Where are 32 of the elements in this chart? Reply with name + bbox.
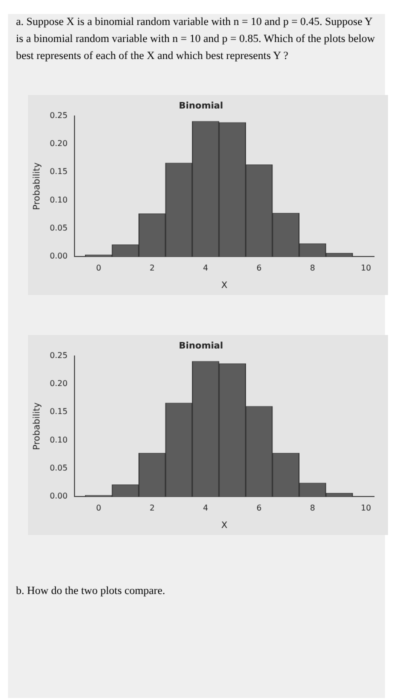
y-tick-label: 0.00 [50,492,68,501]
y-tick-label: 0.00 [50,252,68,261]
chart-title: Binomial [178,102,224,112]
x-tick-label: 4 [203,503,208,512]
text: b. How do the two plots compare. [16,585,166,597]
text: a. Suppose X is a binomial random variable with n = 10 and p = 0.45. Suppose Y is a binomial random variable with n = 10 and p = 0.85. Which of the plots below best represents of each of the X and which best represents Y ? [16,15,376,64]
y-tick-label: 0.10 [50,195,68,204]
x-tick-label: 0 [96,263,102,272]
x-tick-label: 4 [203,263,208,272]
y-tick-label: 0.25 [50,350,68,360]
x-tick-label: 8 [310,503,316,512]
x-tick-label: 6 [256,263,262,272]
y-tick-label: 0.15 [50,407,68,416]
x-axis-title: X [221,280,228,291]
y-tick-label: 0.20 [50,139,68,148]
y-tick-label: 0.25 [50,110,68,120]
x-tick-label: 8 [310,263,316,272]
y-tick-label: 0.10 [50,435,68,444]
x-tick-label: 10 [360,263,372,272]
y-axis-title: Probability [32,162,43,210]
x-tick-label: 10 [360,503,372,512]
x-tick-label: 0 [96,503,102,512]
y-tick-label: 0.05 [50,464,68,473]
x-axis-title: X [221,520,228,531]
y-tick-label: 0.20 [50,379,68,388]
x-tick-label: 6 [256,503,262,512]
y-axis-title: Probability [32,402,43,450]
chart-title: Binomial [178,342,224,352]
x-tick-label: 2 [150,263,155,272]
x-tick-label: 2 [150,503,155,512]
y-tick-label: 0.05 [50,224,68,233]
y-tick-label: 0.15 [50,167,68,176]
